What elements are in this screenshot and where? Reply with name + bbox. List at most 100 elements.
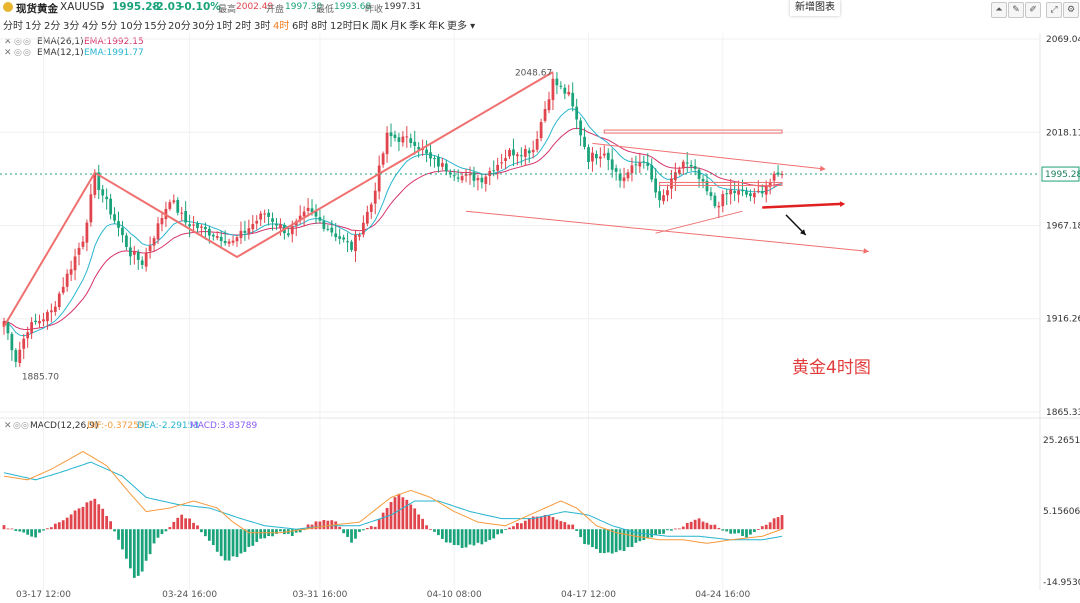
macd-bar [591,529,594,548]
instrument-symbol[interactable]: XAUUSD [60,1,105,13]
candle-body [492,170,496,172]
chart-type-icon[interactable]: ⏶ [991,2,1007,18]
candle-body [488,171,492,177]
candle-body [496,164,500,171]
timeframe-15[interactable]: 8时 [311,21,328,32]
macd-bar [227,529,231,561]
bullish-arrow [762,202,842,209]
macd-tick-label: 5.15606 [1043,507,1080,517]
close-icon[interactable]: ✕ [4,37,12,47]
candle-body [508,149,511,157]
macd-bar [650,529,654,538]
timeframe-6[interactable]: 10分 [120,21,143,32]
candle-body [425,149,428,154]
edit-icon[interactable]: ✐ [1025,2,1041,18]
timeframe-7[interactable]: 15分 [144,21,167,32]
timeframe-8[interactable]: 20分 [168,21,191,32]
fullscreen-icon[interactable]: ⤢ [1046,2,1062,18]
candle-body [140,260,144,265]
timeframe-16[interactable]: 12时 [330,21,353,32]
pencil-icon[interactable]: ✎ [1008,2,1024,18]
candle-body [49,310,53,313]
settings-icon[interactable]: ⚙ [1063,2,1079,18]
timeframe-14[interactable]: 6时 [292,21,309,32]
time-tick-label: 03-31 16:00 [292,590,347,600]
macd-bar [733,529,737,534]
settings-icon[interactable]: ◎ [23,48,31,58]
macd-bar [184,518,188,530]
macd-bar [776,517,780,530]
macd-bar [539,516,543,530]
macd-bar [583,529,586,545]
new-chart-button[interactable]: 新增图表 [790,0,840,16]
macd-bar [674,528,677,530]
symbol-dropdown-icon[interactable]: ▾ [100,3,105,12]
candle-body [417,147,421,150]
macd-bar [488,529,492,540]
timeframe-17[interactable]: 日K [352,21,369,32]
macd-bar [713,524,717,530]
timeframe-12[interactable]: 3时 [254,21,271,32]
candle-body [638,162,642,167]
candle-body [121,227,124,236]
macd-bar [93,498,97,530]
candle-body [338,236,342,239]
candle-body [89,194,93,223]
macd-bar [46,528,49,530]
instrument-title[interactable]: 现货黄金 [16,3,58,15]
timeframe-21[interactable]: 年K [428,21,445,32]
candle-body [196,223,199,229]
candle-body [231,240,235,243]
timeframe-3[interactable]: 3分 [63,21,80,32]
candle-body [701,178,705,182]
close-icon[interactable]: ✕ [4,421,12,431]
candle-body [527,150,531,154]
candle-body [117,221,120,228]
candle-body [18,349,22,364]
candle-body [144,252,148,267]
macd-bar [500,529,503,534]
candle-body [223,240,227,244]
timeframe-9[interactable]: 30分 [192,21,215,32]
macd-bar [156,529,160,538]
macd-bar [425,525,428,530]
candle-body [239,230,243,238]
timeframe-1[interactable]: 1分 [25,21,42,32]
timeframe-5[interactable]: 5分 [101,21,118,32]
timeframe-19[interactable]: 月K [390,21,407,32]
candle-body [433,158,436,160]
macd-bar [444,529,448,543]
eye-icon[interactable]: ◎ [14,37,22,47]
macd-bar [326,520,330,530]
eye-icon[interactable]: ◎ [13,421,21,431]
macd-bar [551,517,555,530]
timeframe-0[interactable]: 分时 [3,21,23,32]
timeframe-18[interactable]: 周K [371,21,388,32]
candle-body [283,224,286,234]
timeframe-13[interactable]: 4时 [273,21,290,32]
candle-body [535,138,539,150]
macd-bar [579,529,582,538]
timeframe-11[interactable]: 2时 [235,21,252,32]
timeframe-10[interactable]: 1时 [216,21,233,32]
close-icon[interactable]: ✕ [4,48,12,58]
eye-icon[interactable]: ◎ [14,48,22,58]
macd-bar [136,529,140,576]
timeframe-20[interactable]: 季K [409,21,426,32]
last-price: 1995.28 [112,1,160,13]
macd-bar [614,529,618,553]
macd-bar [314,521,318,530]
macd-bar [697,518,701,530]
settings-icon[interactable]: ◎ [23,37,31,47]
candle-body [575,106,579,120]
timeframe-22[interactable]: 更多 ▾ [447,21,476,32]
settings-icon[interactable]: ◎ [21,421,29,431]
price-change: -2.03 [152,1,183,13]
ema12-name: EMA(12,1) [37,48,84,58]
macd-bar [512,526,515,530]
current-price-tag [1041,166,1080,182]
timeframe-4[interactable]: 4分 [82,21,99,32]
timeframe-2[interactable]: 2分 [44,21,61,32]
candle-body [559,85,563,87]
